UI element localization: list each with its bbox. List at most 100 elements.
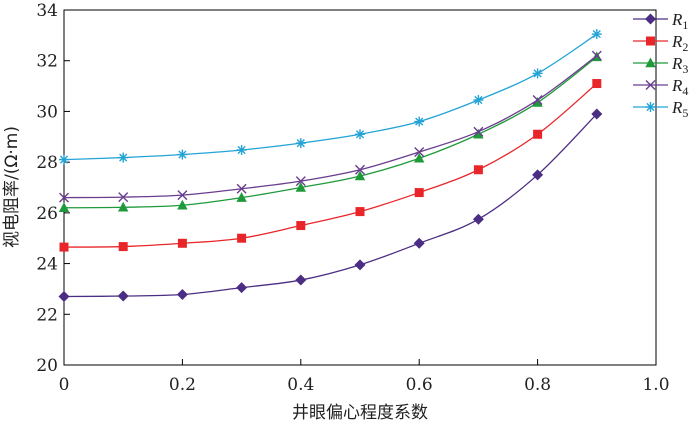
data-point	[414, 188, 424, 198]
legend-label-main: R	[671, 10, 683, 29]
data-point	[118, 192, 129, 203]
data-point	[414, 152, 425, 163]
data-point	[473, 165, 483, 175]
series-r2	[59, 79, 602, 252]
x-tick-label: 1.0	[642, 375, 669, 395]
data-point	[118, 201, 129, 212]
legend-marker	[645, 102, 656, 112]
legend-label: R5	[671, 98, 688, 120]
legend-label-main: R	[671, 98, 683, 117]
legend-marker	[646, 36, 655, 46]
data-point	[117, 290, 129, 302]
data-point	[532, 97, 543, 107]
legend-item: R4	[633, 76, 688, 98]
y-tick-label: 30	[36, 102, 58, 122]
data-point	[354, 259, 366, 271]
legend-marker	[645, 80, 656, 90]
data-point	[236, 282, 248, 294]
x-tick-label: 0.8	[524, 375, 551, 395]
legend-label-main: R	[671, 76, 683, 95]
legend-marker	[645, 57, 656, 68]
data-point	[58, 291, 70, 303]
legend-marker	[645, 13, 656, 25]
axis-ticks: 0 0.2 0.4 0.6 0.8 1.0 20 22 24 26 28 30 32 34	[36, 1, 669, 395]
series-line	[63, 33, 598, 161]
data-point	[472, 213, 484, 225]
data-point	[355, 129, 365, 140]
data-point	[177, 238, 187, 248]
x-tick-label: 0.6	[406, 375, 433, 395]
legend-label-sub: 1	[682, 18, 688, 32]
legend-item: R5	[633, 98, 688, 120]
legend-label: R2	[671, 32, 688, 54]
data-point	[295, 176, 306, 187]
data-point	[532, 95, 543, 106]
legend-label-sub: 3	[682, 62, 688, 76]
data-point	[592, 79, 602, 89]
y-axis-title: 视电阻率/(Ω·m)	[2, 126, 22, 248]
data-point	[414, 147, 425, 157]
data-point	[118, 152, 129, 163]
data-point	[413, 237, 425, 249]
data-point	[591, 29, 602, 40]
x-tick-label: 0.4	[287, 375, 314, 395]
y-tick-label: 20	[36, 356, 58, 376]
legend-label-sub: 5	[682, 106, 688, 120]
data-point	[177, 190, 188, 201]
series-r4	[59, 50, 602, 203]
data-point	[295, 182, 306, 192]
data-point	[354, 170, 366, 181]
y-tick-label: 32	[36, 52, 58, 72]
series-line	[63, 113, 598, 298]
legend-item: R3	[633, 54, 688, 76]
data-point	[59, 242, 69, 252]
data-point	[237, 233, 247, 243]
data-point	[355, 207, 365, 217]
data-point	[177, 199, 188, 210]
legend-item: R2	[633, 32, 688, 54]
y-tick-label: 24	[36, 255, 58, 275]
data-point	[355, 164, 365, 175]
data-point	[118, 242, 128, 252]
data-point	[177, 149, 188, 160]
legend-item: R1	[633, 10, 688, 32]
data-point	[176, 289, 188, 301]
data-point	[532, 68, 543, 79]
legend-label: R4	[671, 76, 688, 98]
y-tick-label: 22	[36, 305, 58, 325]
legend-label: R3	[671, 54, 688, 76]
legend-label-sub: 4	[682, 84, 688, 98]
x-axis-title: 井眼偏心程度系数	[292, 403, 428, 423]
series-line	[63, 55, 598, 199]
data-point	[532, 169, 544, 181]
data-point	[414, 116, 425, 127]
data-point	[473, 126, 484, 137]
y-tick-label: 28	[36, 153, 58, 173]
plot-area	[63, 9, 657, 366]
x-tick-label: 0	[59, 375, 70, 395]
legend-label-main: R	[671, 54, 683, 73]
legend-label: R1	[671, 10, 688, 32]
series-r1	[58, 108, 603, 303]
data-point	[591, 108, 603, 120]
data-point	[473, 128, 484, 139]
legend-label-main: R	[671, 32, 683, 51]
data-point	[58, 202, 70, 212]
series-r5	[59, 29, 602, 165]
legend-label-sub: 2	[682, 40, 688, 54]
series-line	[63, 56, 598, 209]
series-r3	[58, 51, 602, 212]
data-point	[296, 221, 306, 231]
y-tick-label: 26	[36, 204, 58, 224]
plot-frame	[63, 9, 657, 366]
data-point	[236, 192, 247, 202]
data-point	[59, 154, 69, 165]
y-tick-label: 34	[36, 1, 58, 21]
data-point	[591, 50, 602, 61]
data-point	[236, 144, 247, 155]
data-point	[295, 138, 306, 149]
x-tick-label: 0.2	[169, 375, 196, 395]
data-point	[295, 274, 307, 286]
